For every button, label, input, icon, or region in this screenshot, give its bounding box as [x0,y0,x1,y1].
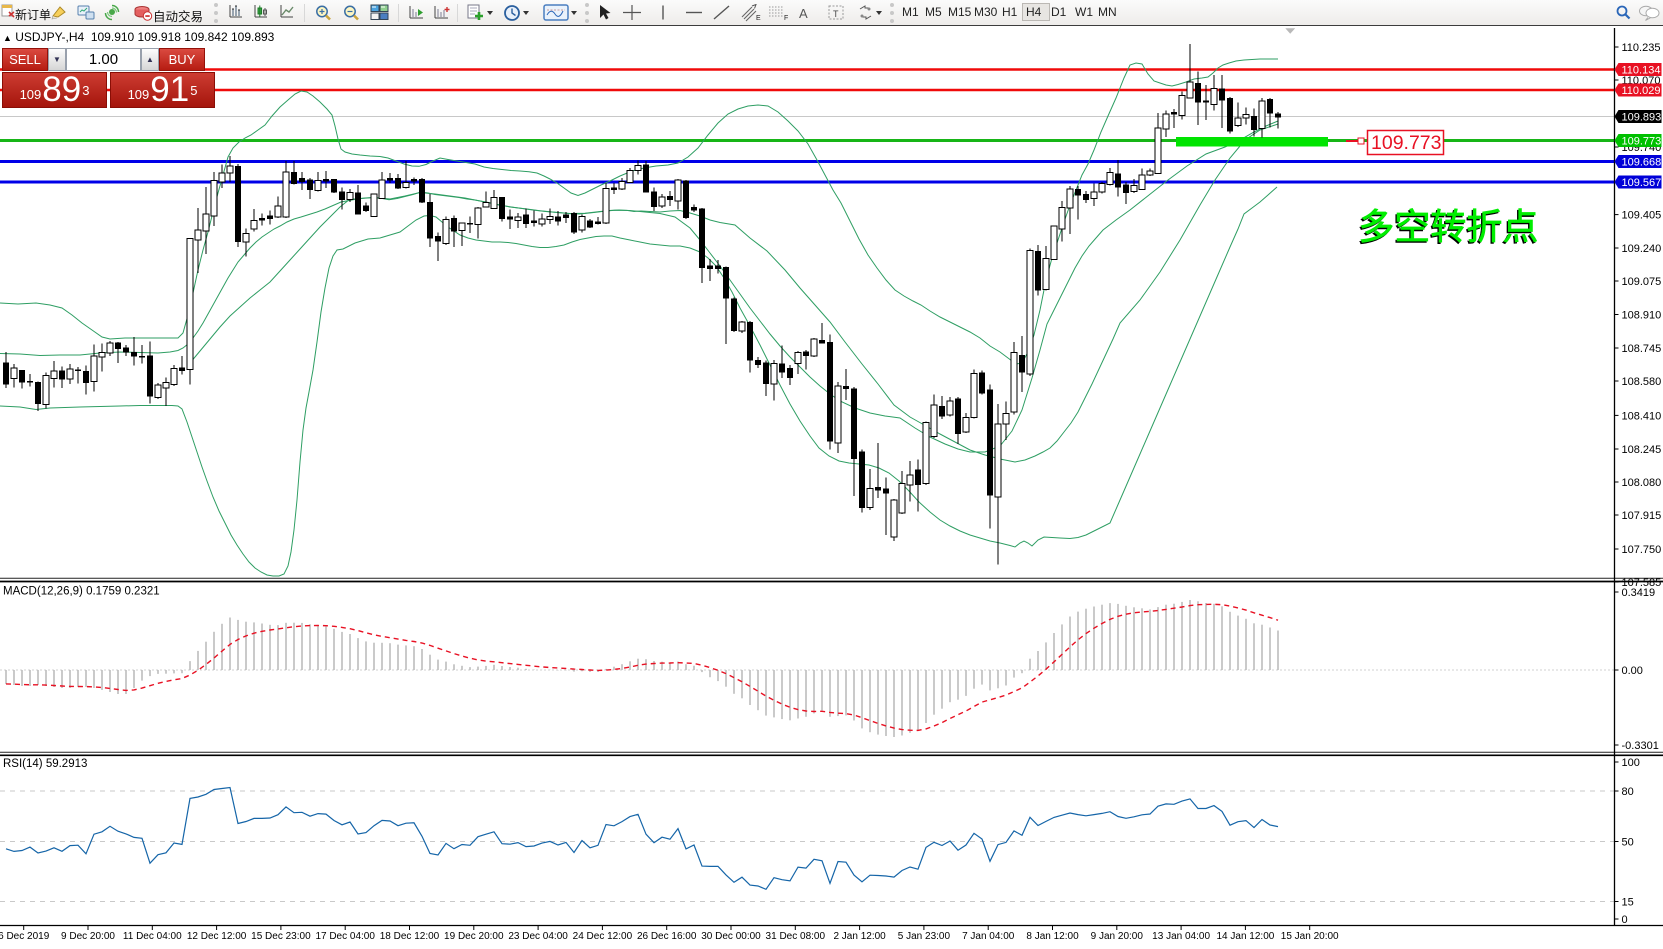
svg-text:E: E [756,15,761,22]
svg-text:107.750: 107.750 [1622,544,1662,556]
svg-text:110.029: 110.029 [1622,85,1661,97]
svg-text:108.910: 108.910 [1622,310,1662,322]
svg-text:100: 100 [1622,757,1640,769]
svg-text:107.585: 107.585 [1622,577,1662,589]
svg-text:108.410: 108.410 [1622,410,1662,422]
svg-text:17 Dec 04:00: 17 Dec 04:00 [315,931,375,942]
svg-text:-0.3301: -0.3301 [1622,740,1659,752]
svg-text:多空转折点: 多空转折点 [1357,208,1537,248]
svg-text:31 Dec 08:00: 31 Dec 08:00 [766,931,826,942]
svg-text:9 Jan 20:00: 9 Jan 20:00 [1091,931,1144,942]
svg-text:108.745: 108.745 [1622,343,1662,355]
svg-text:18 Dec 12:00: 18 Dec 12:00 [380,931,440,942]
svg-text:15 Jan 20:00: 15 Jan 20:00 [1281,931,1339,942]
svg-text:110.134: 110.134 [1622,65,1661,77]
svg-text:12 Dec 12:00: 12 Dec 12:00 [187,931,247,942]
svg-text:108.080: 108.080 [1622,477,1662,489]
svg-text:8 Jan 12:00: 8 Jan 12:00 [1026,931,1079,942]
svg-text:109.668: 109.668 [1622,157,1662,169]
svg-text:19 Dec 20:00: 19 Dec 20:00 [444,931,504,942]
svg-text:2 Jan 12:00: 2 Jan 12:00 [833,931,886,942]
svg-text:30 Dec 00:00: 30 Dec 00:00 [701,931,761,942]
svg-text:24 Dec 12:00: 24 Dec 12:00 [573,931,633,942]
svg-text:MACD(12,26,9) 0.1759 0.2321: MACD(12,26,9) 0.1759 0.2321 [3,586,160,598]
svg-text:0.3419: 0.3419 [1622,587,1656,599]
svg-text:109.567: 109.567 [1622,177,1662,189]
svg-text:107.915: 107.915 [1622,510,1662,522]
svg-text:F: F [784,15,788,22]
svg-text:7 Jan 04:00: 7 Jan 04:00 [962,931,1015,942]
svg-text:15: 15 [1622,897,1634,909]
svg-text:15 Dec 23:00: 15 Dec 23:00 [251,931,311,942]
svg-text:T: T [833,9,839,19]
svg-text:0: 0 [1622,914,1628,926]
svg-text:109.075: 109.075 [1622,276,1662,288]
svg-text:108.245: 108.245 [1622,444,1662,456]
svg-text:0.00: 0.00 [1622,665,1643,677]
svg-text:109.773: 109.773 [1622,136,1662,148]
svg-text:50: 50 [1622,837,1634,849]
svg-text:109.240: 109.240 [1622,243,1662,255]
svg-text:109.893: 109.893 [1622,112,1662,124]
svg-text:6 Dec 2019: 6 Dec 2019 [0,931,50,942]
svg-text:109.773: 109.773 [1371,132,1442,154]
svg-text:13 Jan 04:00: 13 Jan 04:00 [1152,931,1210,942]
svg-text:80: 80 [1622,786,1634,798]
svg-text:11 Dec 04:00: 11 Dec 04:00 [123,931,182,942]
svg-text:14 Jan 12:00: 14 Jan 12:00 [1216,931,1274,942]
svg-text:9 Dec 20:00: 9 Dec 20:00 [61,931,115,942]
svg-text:5 Jan 23:00: 5 Jan 23:00 [898,931,951,942]
svg-text:109.405: 109.405 [1622,210,1662,222]
svg-text:多空转折点: 多空转折点 [1358,207,1538,247]
svg-text:RSI(14) 59.2913: RSI(14) 59.2913 [3,758,87,770]
svg-text:110.235: 110.235 [1622,42,1661,54]
svg-text:23 Dec 04:00: 23 Dec 04:00 [508,931,568,942]
svg-text:108.580: 108.580 [1622,376,1662,388]
svg-text:26 Dec 16:00: 26 Dec 16:00 [637,931,697,942]
